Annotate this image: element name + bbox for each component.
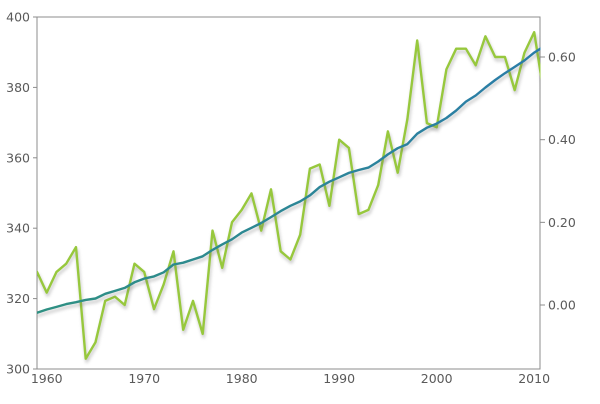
left-axis-tick-label: 300 xyxy=(6,362,30,377)
x-axis-tick-label: 2010 xyxy=(518,371,550,386)
x-axis-tick-label: 1970 xyxy=(128,371,160,386)
left-axis-tick-label: 380 xyxy=(6,80,30,95)
left-axis-tick-label: 360 xyxy=(6,150,30,165)
left-axis-tick-label: 320 xyxy=(6,291,30,306)
left-axis-tick-label: 400 xyxy=(6,10,30,25)
right-axis-tick-label: 0.00 xyxy=(548,298,576,313)
left-axis-tick-label: 340 xyxy=(6,221,30,236)
x-axis-tick-label: 1990 xyxy=(323,371,355,386)
x-axis-tick-label: 1980 xyxy=(226,371,258,386)
axis-tick-marks xyxy=(33,16,545,370)
right-axis-labels: 0.60 0.40 0.20 0.00 xyxy=(548,50,576,313)
co2-concentration-line xyxy=(37,47,541,314)
right-axis-tick-label: 0.40 xyxy=(548,132,576,147)
x-axis-labels: 1960 1970 1980 1990 2000 2010 xyxy=(31,371,550,386)
temperature-anomaly-line xyxy=(37,31,541,360)
plot-frame xyxy=(36,16,541,370)
right-axis-tick-label: 0.20 xyxy=(548,215,576,230)
x-axis-tick-label: 2000 xyxy=(421,371,453,386)
left-axis-labels: 400 380 360 340 320 300 xyxy=(6,10,30,377)
right-axis-tick-label: 0.60 xyxy=(548,50,576,65)
x-axis-tick-label: 1960 xyxy=(31,371,63,386)
